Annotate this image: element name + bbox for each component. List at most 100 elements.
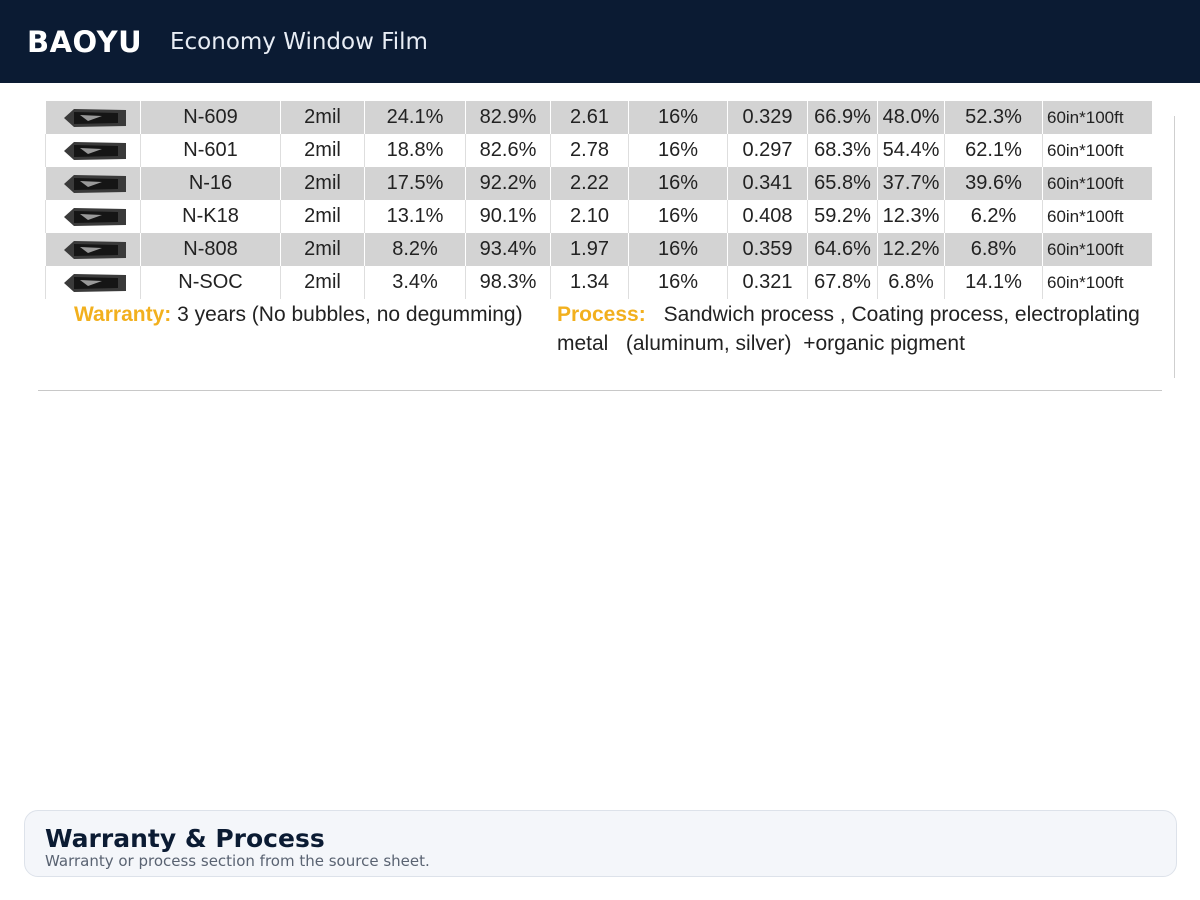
table-cell-ir: 12.3% [877,200,945,233]
table-cell-uv: 82.9% [465,101,551,134]
table-cell-tser: 59.2% [807,200,878,233]
table-cell-size: 60in*100ft [1042,167,1152,200]
film-swatch-cell [45,266,141,299]
section-card: Warranty & Process Warranty or process s… [24,810,1177,877]
table-cell-size: 60in*100ft [1042,233,1152,266]
table-row: N-808 2mil 8.2% 93.4% 1.97 16% 0.359 64.6% 12.2%… [45,233,1152,266]
table-cell-ir: 54.4% [877,134,945,167]
film-swatch-cell [45,167,141,200]
table-cell-ir: 12.2% [877,233,945,266]
warranty-label: Warranty: [74,303,172,326]
table-cell-thickness: 2mil [280,101,365,134]
table-row: N-16 2mil 17.5% 92.2% 2.22 16% 0.341 65.8% 37.7%… [45,167,1152,200]
table-cell-glare: 52.3% [944,101,1043,134]
table-row: N-K18 2mil 13.1% 90.1% 2.10 16% 0.408 59.2% 12.3… [45,200,1152,233]
table-cell-size: 60in*100ft [1042,266,1152,299]
table-cell-glare: 14.1% [944,266,1043,299]
table-cell-vlt: 17.5% [364,167,466,200]
table-cell-sc: 1.34 [550,266,629,299]
table-cell-shgc: 0.359 [727,233,808,266]
table-cell-size: 60in*100ft [1042,200,1152,233]
film-swatch-icon [64,207,126,226]
table-cell-thickness: 2mil [280,233,365,266]
table-cell-glare: 62.1% [944,134,1043,167]
table-cell-ir: 48.0% [877,101,945,134]
table-cell-reflect: 16% [628,266,728,299]
table-cell-ir: 6.8% [877,266,945,299]
process-note: Process: Sandwich process , Coating proc… [557,300,1140,329]
process-text-line2: metal (aluminum, silver) +organic pigmen… [557,332,965,355]
table-cell-vlt: 3.4% [364,266,466,299]
table-cell-size: 60in*100ft [1042,134,1152,167]
table-cell-tser: 66.9% [807,101,878,134]
table-cell-tser: 65.8% [807,167,878,200]
table-cell-thickness: 2mil [280,266,365,299]
table-cell-reflect: 16% [628,233,728,266]
film-swatch-icon [64,273,126,292]
table-cell-model: N-K18 [140,200,281,233]
table-cell-reflect: 16% [628,167,728,200]
table-cell-ir: 37.7% [877,167,945,200]
table-cell-uv: 92.2% [465,167,551,200]
film-swatch-icon [64,108,126,127]
film-swatch-cell [45,134,141,167]
table-row: N-SOC 2mil 3.4% 98.3% 1.34 16% 0.321 67.8% 6.8% 1… [45,266,1152,299]
film-swatch-cell [45,101,141,134]
table-cell-glare: 6.2% [944,200,1043,233]
film-swatch-cell [45,233,141,266]
table-cell-uv: 93.4% [465,233,551,266]
table-cell-vlt: 8.2% [364,233,466,266]
app-header: BAOYU Economy Window Film [0,0,1200,83]
table-cell-model: N-609 [140,101,281,134]
page-title: Economy Window Film [170,29,428,55]
table-cell-shgc: 0.341 [727,167,808,200]
table-cell-thickness: 2mil [280,134,365,167]
process-text-line1: Sandwich process , Coating process, elec… [663,303,1140,326]
table-cell-model: N-16 [140,167,281,200]
table-cell-uv: 98.3% [465,266,551,299]
brand-logo[interactable]: BAOYU [27,25,143,59]
table-cell-shgc: 0.329 [727,101,808,134]
table-cell-sc: 2.10 [550,200,629,233]
film-swatch-icon [64,240,126,259]
film-swatch-icon [64,141,126,160]
sheet-divider-vertical [1174,116,1175,378]
spec-table: N-609 2mil 24.1% 82.9% 2.61 16% 0.329 66.9% 48.0… [45,101,1152,299]
section-subtitle: Warranty or process section from the sou… [45,852,430,870]
table-cell-vlt: 13.1% [364,200,466,233]
table-cell-sc: 2.22 [550,167,629,200]
section-title: Warranty & Process [45,824,325,853]
table-cell-reflect: 16% [628,134,728,167]
table-cell-uv: 82.6% [465,134,551,167]
film-swatch-cell [45,200,141,233]
table-cell-reflect: 16% [628,101,728,134]
table-row: N-609 2mil 24.1% 82.9% 2.61 16% 0.329 66.9% 48.0… [45,101,1152,134]
warranty-text: 3 years (No bubbles, no degumming) [177,303,523,326]
table-cell-shgc: 0.408 [727,200,808,233]
table-cell-vlt: 24.1% [364,101,466,134]
table-cell-tser: 67.8% [807,266,878,299]
table-cell-model: N-SOC [140,266,281,299]
table-cell-shgc: 0.297 [727,134,808,167]
spec-table-body: N-609 2mil 24.1% 82.9% 2.61 16% 0.329 66.9% 48.0… [45,101,1152,299]
film-swatch-icon [64,174,126,193]
table-cell-sc: 2.61 [550,101,629,134]
table-cell-glare: 6.8% [944,233,1043,266]
table-cell-sc: 2.78 [550,134,629,167]
table-cell-model: N-601 [140,134,281,167]
table-cell-size: 60in*100ft [1042,101,1152,134]
process-label: Process: [557,303,646,326]
table-cell-shgc: 0.321 [727,266,808,299]
table-cell-thickness: 2mil [280,200,365,233]
table-cell-tser: 64.6% [807,233,878,266]
table-row: N-601 2mil 18.8% 82.6% 2.78 16% 0.297 68.3% 54.4… [45,134,1152,167]
table-cell-sc: 1.97 [550,233,629,266]
table-cell-thickness: 2mil [280,167,365,200]
table-cell-vlt: 18.8% [364,134,466,167]
sheet-divider-horizontal [38,390,1162,391]
table-cell-reflect: 16% [628,200,728,233]
table-cell-tser: 68.3% [807,134,878,167]
table-cell-glare: 39.6% [944,167,1043,200]
table-cell-model: N-808 [140,233,281,266]
table-cell-uv: 90.1% [465,200,551,233]
